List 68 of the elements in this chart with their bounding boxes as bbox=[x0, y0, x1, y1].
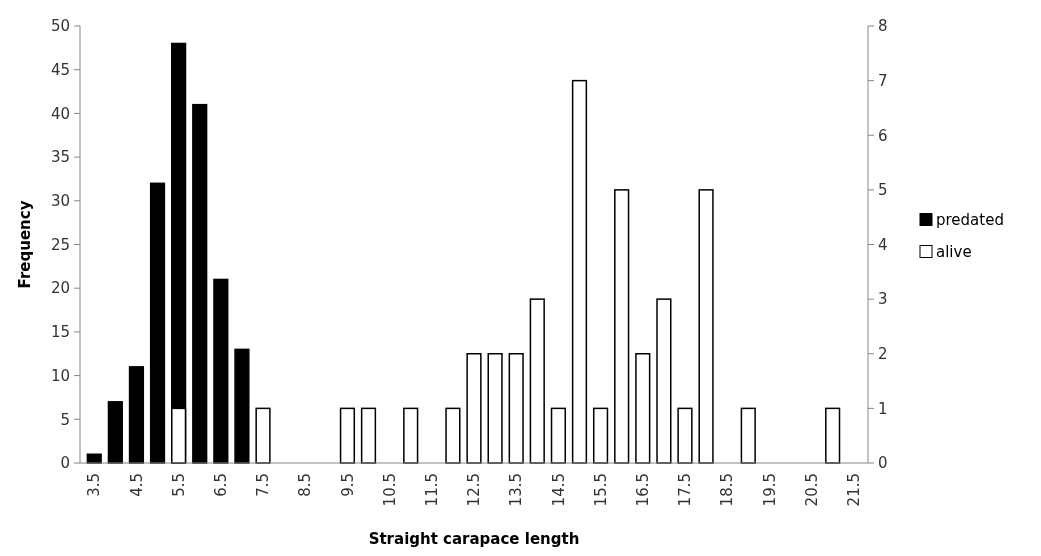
bar bbox=[403, 407, 419, 464]
x-tick-label: 7.5 bbox=[254, 473, 273, 497]
x-tick-label: 15.5 bbox=[591, 473, 610, 507]
bar bbox=[677, 407, 693, 464]
y-tick-label: 30 bbox=[50, 192, 70, 211]
bar bbox=[255, 407, 271, 464]
y2-tick-label: 7 bbox=[878, 71, 888, 90]
y-tick-label: 15 bbox=[50, 323, 70, 342]
y2-tick-label: 5 bbox=[878, 181, 888, 200]
bar bbox=[529, 298, 545, 464]
y-tick-label: 25 bbox=[50, 235, 70, 254]
bar bbox=[825, 407, 841, 464]
bar bbox=[234, 348, 250, 464]
legend-label: alive bbox=[936, 242, 972, 261]
x-tick-label: 3.5 bbox=[85, 473, 104, 497]
x-tick-label: 8.5 bbox=[296, 473, 315, 497]
x-tick-label: 16.5 bbox=[634, 473, 653, 507]
bar bbox=[445, 407, 461, 464]
y-tick-label: 45 bbox=[50, 60, 70, 79]
x-tick-label: 13.5 bbox=[507, 473, 526, 507]
x-axis-title: Straight carapace length bbox=[368, 530, 580, 548]
bar bbox=[656, 298, 672, 464]
y-tick-label: 40 bbox=[50, 104, 70, 123]
y-tick-label: 35 bbox=[50, 148, 70, 167]
x-tick-label: 14.5 bbox=[549, 473, 568, 507]
bar bbox=[571, 79, 588, 464]
bar bbox=[614, 189, 630, 464]
y2-tick-label: 1 bbox=[878, 399, 888, 418]
y2-tick-label: 3 bbox=[878, 290, 888, 309]
bar bbox=[128, 366, 145, 464]
bar bbox=[192, 103, 208, 464]
y2-tick-label: 6 bbox=[878, 126, 888, 145]
y-tick-label: 5 bbox=[60, 410, 70, 429]
x-tick-label: 10.5 bbox=[380, 473, 399, 507]
bar bbox=[466, 353, 482, 464]
bar bbox=[213, 278, 229, 464]
y2-tick-label: 2 bbox=[878, 345, 888, 363]
bar bbox=[508, 353, 524, 464]
x-tick-label: 19.5 bbox=[760, 473, 779, 507]
x-tick-label: 20.5 bbox=[802, 473, 821, 507]
bar bbox=[149, 182, 166, 464]
bar bbox=[740, 407, 756, 464]
x-tick-label: 6.5 bbox=[212, 473, 231, 497]
x-tick-label: 12.5 bbox=[465, 473, 484, 507]
y-tick-label: 10 bbox=[50, 366, 70, 385]
bar bbox=[360, 407, 377, 464]
bar bbox=[592, 407, 609, 464]
legend-label: predated bbox=[936, 210, 1004, 229]
bar bbox=[339, 407, 356, 464]
x-tick-label: 11.5 bbox=[423, 473, 442, 507]
y-tick-label: 50 bbox=[50, 17, 70, 36]
bar bbox=[550, 407, 566, 464]
y2-tick-label: 0 bbox=[878, 454, 888, 473]
x-tick-label: 9.5 bbox=[338, 473, 357, 497]
bar bbox=[635, 353, 651, 464]
y-tick-label: 0 bbox=[60, 454, 70, 473]
bar bbox=[107, 401, 123, 464]
y2-tick-label: 4 bbox=[878, 235, 888, 254]
x-tick-label: 4.5 bbox=[127, 473, 146, 497]
x-tick-label: 5.5 bbox=[169, 473, 188, 497]
bar bbox=[487, 353, 503, 464]
x-tick-label: 21.5 bbox=[845, 473, 864, 507]
y-axis-title: Frequency bbox=[16, 200, 34, 289]
y-tick-label: 20 bbox=[50, 279, 70, 298]
bar bbox=[698, 189, 714, 464]
x-tick-label: 17.5 bbox=[676, 473, 695, 507]
y2-tick-label: 8 bbox=[878, 17, 888, 36]
x-tick-label: 18.5 bbox=[718, 473, 737, 507]
